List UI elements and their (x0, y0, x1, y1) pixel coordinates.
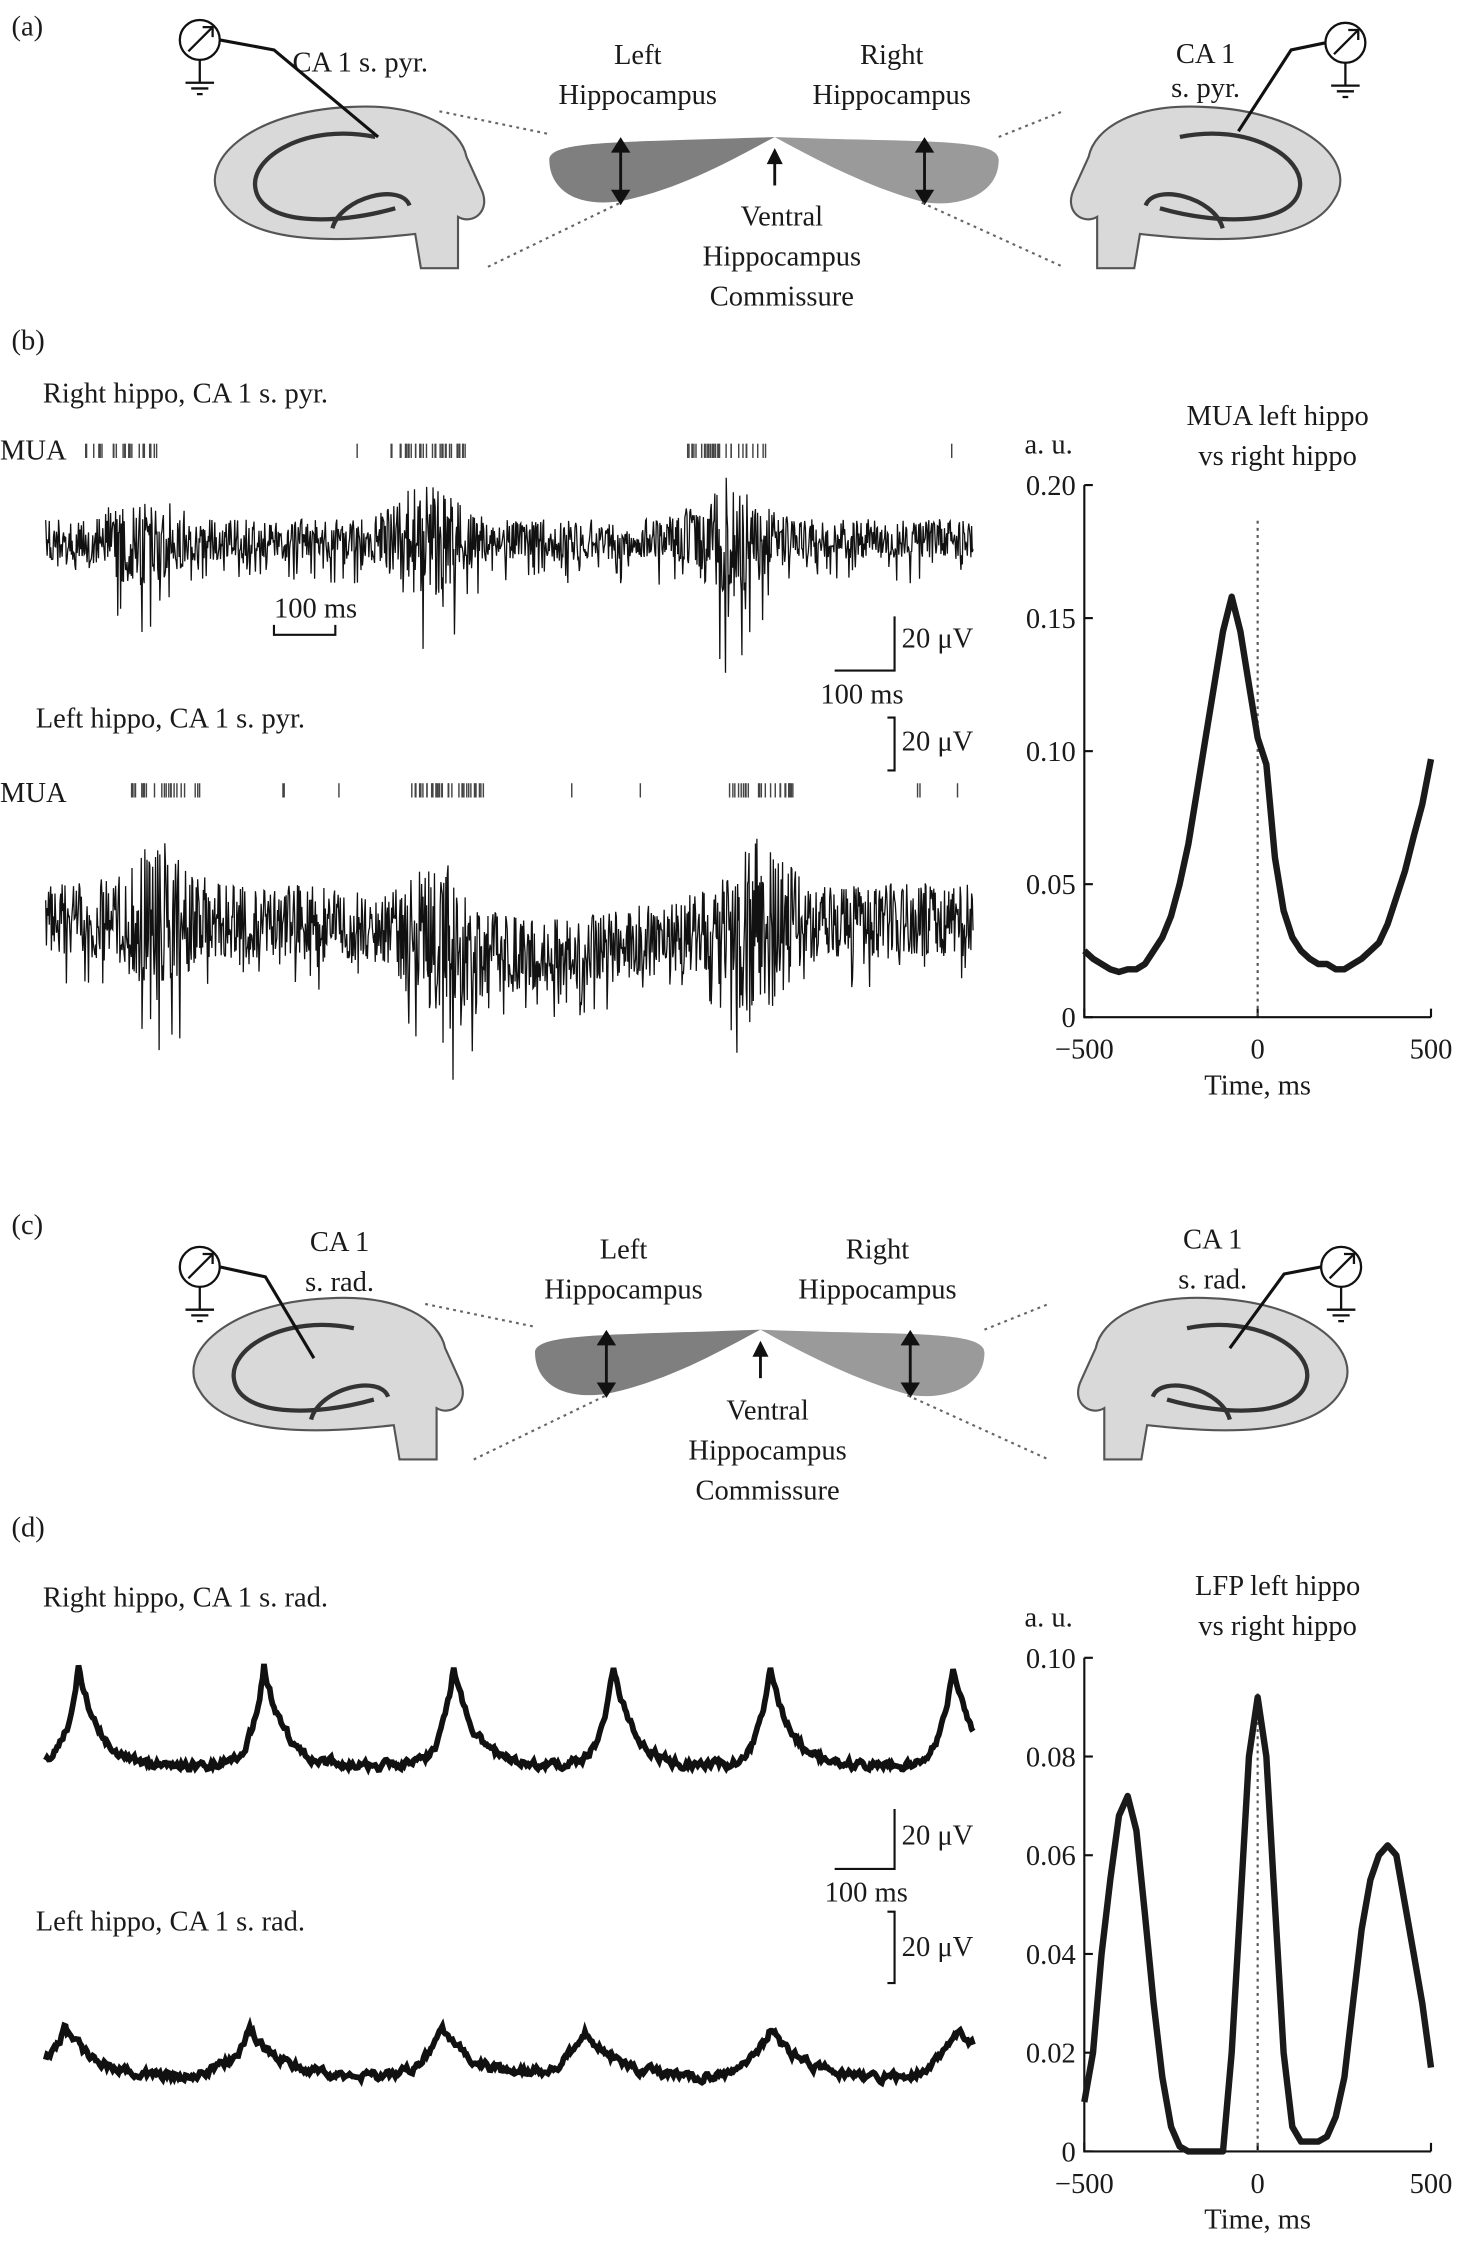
electrode-arrow (1348, 28, 1360, 40)
label: Left (600, 1234, 648, 1265)
y-tick-label: 0.20 (1026, 471, 1076, 502)
chart-title: LFP left hippo (1195, 1571, 1360, 1602)
electrode (178, 18, 380, 139)
y-tick-label: 0.04 (1026, 1940, 1076, 1971)
y-tick-label: 0.06 (1026, 1841, 1076, 1872)
electrode (1237, 21, 1367, 133)
y-tick-label: 0.10 (1026, 737, 1076, 768)
electrode (178, 1245, 316, 1359)
label: Commissure (696, 1475, 840, 1506)
label: 20 μV (902, 1821, 974, 1852)
label: Commissure (710, 281, 854, 312)
label: Left hippo, CA 1 s. pyr. (36, 704, 305, 735)
trace (43, 1663, 976, 1776)
electrode-arrow (202, 25, 214, 38)
electrode-wire (1228, 1265, 1322, 1350)
y-tick-label: 0.02 (1026, 2039, 1076, 2070)
label: CA 1 (1176, 39, 1235, 70)
line-series (1081, 1694, 1435, 2155)
label: Ventral (741, 201, 823, 232)
label: (c) (11, 1210, 43, 1241)
electrode-ground (1326, 1286, 1356, 1323)
electrode-wire (1237, 41, 1326, 133)
y-tick-label: 0.10 (1026, 1644, 1076, 1675)
electrode-ground (1331, 62, 1360, 99)
trace (45, 838, 974, 1080)
y-tick-label: 0.15 (1026, 604, 1076, 635)
label: 100 ms (825, 1878, 908, 1909)
label: 100 ms (820, 679, 903, 710)
line-series (1082, 593, 1435, 976)
y-axis-label: a. u. (1024, 430, 1072, 461)
y-tick-label: 0 (1061, 2137, 1075, 2168)
label: s. pyr. (1171, 73, 1240, 104)
x-axis-label: Time, ms (1204, 2204, 1311, 2235)
label: Ventral (726, 1396, 808, 1427)
label: CA 1 (310, 1227, 369, 1258)
label: s. rad. (305, 1267, 374, 1298)
electrode-ground (185, 59, 215, 96)
label: Hippocampus (544, 1274, 702, 1305)
label: Right (860, 40, 923, 71)
x-tick-label: 500 (1410, 1035, 1453, 1066)
trace (42, 2016, 976, 2088)
label: 20 μV (902, 624, 974, 655)
x-tick-label: 0 (1251, 1035, 1265, 1066)
label: Hippocampus (813, 80, 971, 111)
x-tick-label: 500 (1410, 2169, 1453, 2200)
y-tick-label: 0.05 (1026, 870, 1076, 901)
label: Hippocampus (798, 1274, 956, 1305)
x-tick-label: −500 (1055, 1035, 1114, 1066)
x-tick-label: 0 (1251, 2169, 1265, 2200)
chart-title: vs right hippo (1198, 441, 1356, 472)
label: 20 μV (902, 1932, 974, 1963)
scale-bars (272, 616, 896, 1985)
electrode-arrow (202, 1252, 214, 1265)
electrode-needle (187, 1253, 214, 1280)
electrode-needle (1333, 29, 1360, 56)
label: Left (614, 40, 662, 71)
y-tick-label: 0 (1061, 1003, 1075, 1034)
electrode-arrow (1343, 1252, 1356, 1265)
label: Hippocampus (688, 1435, 846, 1466)
trace (45, 477, 974, 673)
label: s. rad. (1178, 1264, 1247, 1295)
label: (a) (11, 12, 43, 43)
electrode-needle (1328, 1253, 1355, 1280)
label: Hippocampus (559, 80, 717, 111)
electrode-wire (219, 38, 380, 139)
label: Right (846, 1234, 909, 1265)
label: Right hippo, CA 1 s. rad. (43, 1582, 328, 1613)
label: 20 μV (902, 726, 974, 757)
chart-title: vs right hippo (1198, 1611, 1356, 1642)
electrode (1228, 1245, 1363, 1350)
x-tick-label: −500 (1055, 2169, 1114, 2200)
electrode-wire (219, 1265, 316, 1359)
y-tick-label: 0.08 (1026, 1742, 1076, 1773)
y-axis-label: a. u. (1024, 1602, 1072, 1633)
label: MUA (0, 778, 67, 809)
label: Hippocampus (703, 241, 861, 272)
label: MUA (0, 435, 67, 466)
chart-title: MUA left hippo (1187, 401, 1369, 432)
label: (b) (11, 326, 44, 357)
electrode-ground (185, 1286, 215, 1323)
electrode-needle (187, 26, 214, 53)
label: (d) (11, 1513, 44, 1544)
label: Left hippo, CA 1 s. rad. (36, 1906, 305, 1937)
label: CA 1 s. pyr. (293, 47, 428, 78)
label: 100 ms (274, 594, 357, 625)
x-axis-label: Time, ms (1204, 1070, 1311, 1101)
label: Right hippo, CA 1 s. pyr. (43, 378, 328, 409)
label: CA 1 (1183, 1224, 1242, 1255)
